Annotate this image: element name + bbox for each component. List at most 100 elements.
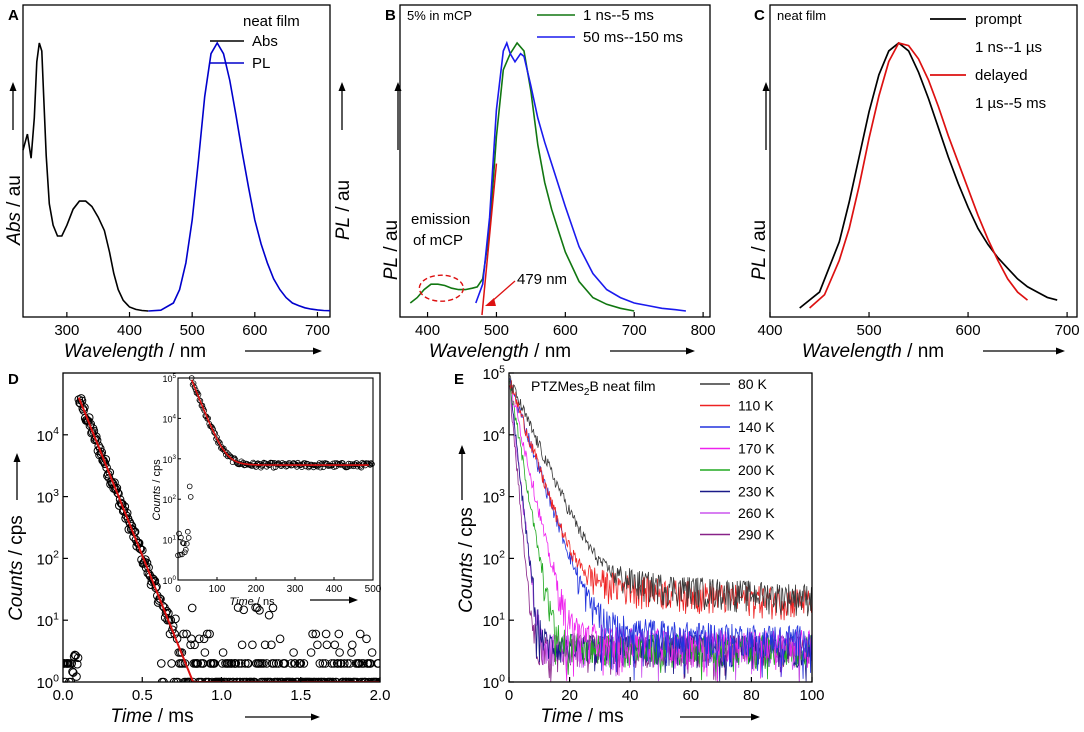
sample-title-prefix: PTZMes: [531, 378, 584, 394]
data-point: [73, 659, 82, 669]
panel-letter-d: D: [8, 371, 19, 388]
data-point: [171, 614, 180, 624]
y-tick-label: 100: [482, 672, 505, 692]
sample-title-suffix: B neat film: [589, 378, 655, 394]
inset-x-tick-label: 0: [175, 584, 181, 595]
series-abs-line: [22, 42, 149, 312]
onset-label: 479 nm: [517, 271, 567, 288]
data-point: [313, 640, 322, 650]
inset-y-tick-label-base: 10: [162, 495, 172, 505]
data-point: [225, 677, 235, 682]
data-point: [231, 659, 241, 668]
data-point: [355, 629, 365, 639]
data-point: [218, 659, 227, 668]
y-tick-label: 100: [36, 672, 59, 692]
inset-data-point: [192, 386, 199, 393]
data-point: [84, 416, 93, 426]
y-tick-label: 102: [482, 549, 505, 569]
y-tick-label-base: 10: [36, 428, 53, 445]
series-110K-line: [509, 380, 812, 621]
data-point: [205, 629, 214, 639]
legend-label-prompt: prompt: [975, 11, 1023, 28]
inset-y-tick-label-exp: 2: [172, 494, 176, 501]
y-axis-label-rest: / cps: [456, 507, 477, 552]
y-axis-label-right: PL / au: [333, 180, 354, 240]
plot-frame: [508, 372, 813, 683]
data-point: [252, 603, 262, 613]
y-arrow-head: [458, 445, 466, 454]
y-tick-label: 101: [482, 610, 505, 630]
data-point: [347, 648, 356, 657]
y-axis-label-rest: / au: [749, 220, 770, 257]
x-arrow-head: [686, 347, 695, 355]
series-80K-line: [509, 375, 812, 617]
legend-label-abs: Abs: [252, 33, 278, 50]
y-tick-label: 104: [482, 425, 505, 445]
legend-sublabel-delayed: 1 µs--5 ms: [975, 95, 1046, 112]
inset-x-tick-label: 200: [248, 584, 265, 595]
y-axis-label-rest: / cps: [6, 515, 27, 560]
data-point: [299, 659, 309, 668]
legend-label: 260 K: [738, 505, 775, 521]
x-axis-label: Time / ms: [110, 706, 193, 727]
data-point: [179, 629, 188, 639]
y-tick-label-exp: 5: [499, 363, 505, 375]
y-arrow-left-head: [9, 82, 17, 91]
data-point: [275, 634, 285, 644]
x-tick-label: 80: [743, 687, 760, 704]
legend-label: 110 K: [738, 398, 774, 414]
data-point: [290, 659, 300, 668]
y-tick-label-base: 10: [482, 428, 499, 445]
x-tick-label: 0.5: [132, 687, 153, 704]
annotation-of-mcp: of mCP: [413, 232, 463, 249]
data-point: [327, 659, 337, 668]
data-point: [294, 677, 303, 682]
data-point: [372, 677, 380, 682]
y-tick-label-base: 10: [482, 490, 499, 507]
x-axis-label-italic: Time: [110, 706, 152, 727]
axis-b-xtick-label: 700: [622, 322, 647, 339]
axis-b-xtick-label: 800: [691, 322, 716, 339]
data-point: [199, 634, 209, 644]
panel-letter-b: B: [385, 7, 396, 24]
inset-y-tick-label: 103: [162, 454, 176, 465]
x-arrow-head: [751, 713, 760, 721]
data-point: [233, 603, 243, 612]
x-axis-label-italic: Wavelength: [429, 341, 529, 362]
data-point: [260, 640, 270, 650]
inset-data-point: [186, 483, 193, 490]
data-point: [185, 677, 195, 682]
inset-y-tick-label: 102: [162, 494, 176, 505]
data-point: [322, 640, 332, 650]
data-point: [227, 659, 237, 668]
series-delayed-line: [809, 42, 1029, 309]
legend-label-delayed: delayed: [975, 67, 1028, 84]
data-point: [218, 648, 228, 657]
inset-data-point: [292, 461, 298, 467]
legend-label: 200 K: [738, 462, 775, 478]
data-point: [234, 659, 244, 668]
inset-y-tick-label-exp: 4: [172, 413, 176, 420]
axis-c-xtick-label: 400: [757, 322, 782, 339]
data-point: [71, 651, 80, 660]
x-arrow-head: [311, 713, 320, 721]
inset-y-tick-label-base: 10: [162, 374, 172, 384]
data-point: [70, 650, 80, 660]
y-arrow-right-head: [338, 82, 346, 91]
data-point: [202, 629, 212, 639]
axis-a-xtick-label: 400: [117, 322, 142, 339]
axis-c-xtick-label: 500: [857, 322, 882, 339]
panel-letter-e: E: [454, 371, 464, 388]
data-point: [328, 677, 338, 682]
axis-b-xtick-label: 400: [415, 322, 440, 339]
y-tick-label-exp: 1: [499, 610, 505, 622]
y-arrow-head: [13, 453, 21, 462]
y-tick-label-exp: 3: [499, 487, 505, 499]
data-point: [332, 677, 341, 682]
y-tick-label-base: 10: [36, 613, 53, 630]
data-point: [262, 659, 272, 668]
y-axis-label: Counts / cps: [456, 507, 477, 613]
data-point: [288, 677, 298, 682]
y-tick-label-base: 10: [36, 490, 53, 507]
data-point: [241, 659, 250, 668]
